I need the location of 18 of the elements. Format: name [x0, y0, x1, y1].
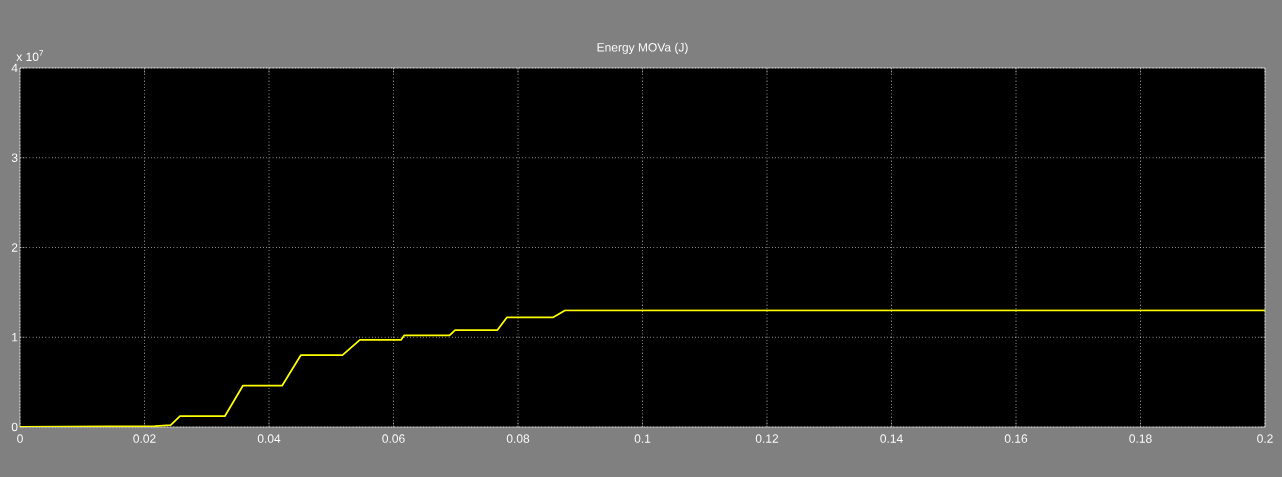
y-tick-label: 0 [11, 422, 18, 432]
y-tick-label: 2 [11, 243, 18, 252]
y-tick-label: 3 [11, 153, 18, 162]
x-tick-label: 0.02 [133, 434, 156, 443]
chart-title: Energy MOVa (J) [597, 42, 688, 54]
x-tick-label: 0.18 [1129, 434, 1152, 443]
x-tick-label: 0.06 [382, 434, 405, 443]
line-series [20, 309, 1265, 427]
y-tick-label: 4 [11, 63, 18, 73]
x-tick-label: 0.08 [506, 434, 530, 443]
x-tick-label: 0.1 [634, 434, 651, 443]
x-tick-label: 0.12 [755, 434, 779, 443]
x-tick-label: 0.14 [880, 434, 903, 443]
x-tick-label: 0.16 [1004, 434, 1028, 443]
text: x 10$^{7}$ [16, 50, 44, 62]
x-tick-label: 0.04 [257, 434, 281, 443]
y-tick-label: 1 [12, 333, 18, 342]
x-tick-label: 0.2 [1257, 434, 1273, 443]
